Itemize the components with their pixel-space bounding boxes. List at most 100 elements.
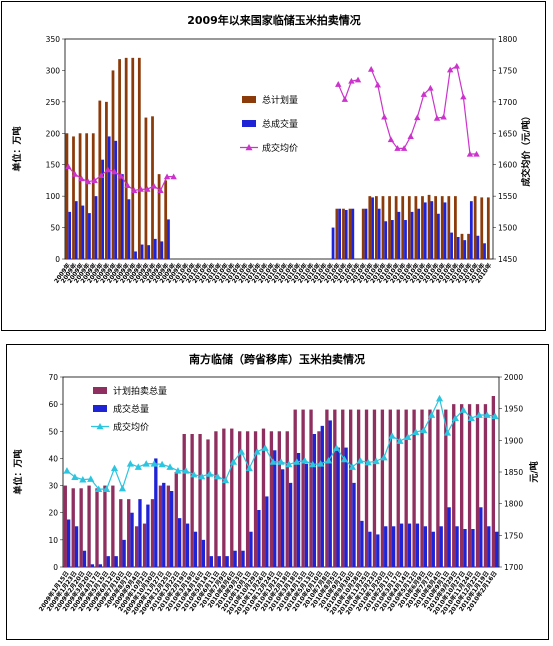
bar-deal: [410, 211, 414, 259]
bar-plan: [421, 196, 424, 259]
y-tick-label: 300: [46, 66, 61, 75]
bar-deal-total: [82, 550, 87, 567]
bar-deal-total: [170, 491, 174, 567]
y-tick-label: 60: [48, 400, 58, 409]
bar-deal: [338, 208, 342, 259]
price-point: [104, 166, 111, 173]
chart-svg-1: 2009年以来国家临储玉米拍卖情况 0 50 100 150 200 250 300 350 14…: [11, 13, 532, 285]
bar-deal: [463, 240, 467, 259]
legend-swatch: [93, 405, 107, 412]
y-tick-label: 10: [48, 536, 58, 545]
bar-plan: [414, 196, 418, 259]
price-point: [396, 437, 404, 444]
price-point: [473, 150, 480, 157]
legend-marker: [245, 144, 253, 151]
price-point: [364, 458, 372, 466]
bar-plan: [335, 208, 339, 259]
bar-plan-total: [277, 431, 281, 567]
price-point: [317, 460, 325, 467]
bar-plan-total: [444, 409, 448, 567]
y-tick-label: 0: [53, 563, 58, 572]
bar-deal: [437, 213, 440, 259]
bar-plan-total: [285, 431, 289, 567]
bar-deal-total: [273, 450, 277, 567]
y2-tick-label: 1550: [498, 192, 517, 201]
bar-plan: [144, 117, 148, 259]
bar-plan-total: [79, 488, 83, 567]
bar-deal: [88, 213, 91, 259]
bar-deal: [469, 201, 473, 259]
price-point: [414, 114, 421, 121]
bar-plan-total: [341, 409, 345, 567]
bar-plan-total: [95, 488, 99, 567]
bar-plan: [164, 180, 168, 259]
bar-deal: [443, 202, 447, 259]
bar-plan-total: [396, 409, 400, 567]
price-point: [332, 444, 341, 451]
y2-tick-label: 1800: [504, 500, 523, 509]
price-point: [65, 163, 72, 170]
price-point: [335, 81, 342, 87]
price-point: [166, 463, 174, 470]
bar-plan: [85, 133, 89, 259]
bar-deal: [397, 211, 401, 259]
price-point: [137, 186, 144, 192]
bar-deal-total: [201, 539, 206, 567]
bar-deal-total: [328, 420, 332, 567]
price-point: [150, 460, 158, 467]
bar-deal-total: [193, 531, 198, 567]
bar-deal-total: [399, 523, 404, 567]
price-point: [190, 470, 198, 478]
bar-deal: [417, 208, 421, 259]
bar-plan-total: [119, 499, 123, 567]
bar-plan: [381, 196, 385, 259]
price-point: [340, 455, 349, 463]
bar-plan: [105, 101, 108, 259]
bar-plan-total: [253, 431, 258, 567]
bar-deal: [450, 232, 453, 259]
bar-plan-total: [380, 409, 385, 567]
y-axis-label: 单位：万吨: [12, 449, 24, 494]
bar-deal-total: [407, 523, 412, 567]
bar-deal: [101, 159, 104, 259]
y2-axis-label: 成交均价（元/吨）: [520, 111, 532, 186]
bar-plan-total: [245, 431, 250, 567]
bar-deal-total: [249, 531, 253, 567]
price-point: [158, 460, 166, 468]
y-axis-label: 单位：万吨: [11, 126, 23, 171]
bar-plan: [434, 196, 438, 259]
bar-deal-total: [281, 469, 285, 567]
bar-plan-total: [388, 409, 392, 567]
price-point: [400, 145, 408, 151]
price-point: [412, 428, 420, 435]
price-point: [111, 168, 118, 175]
bar-deal: [134, 251, 137, 259]
chart-title: 2009年以来国家临储玉米拍卖情况: [187, 13, 361, 27]
bar-deal: [120, 174, 124, 259]
bar-plan: [401, 196, 405, 259]
price-point: [130, 187, 138, 194]
y2-tick-label: 1650: [498, 129, 517, 138]
price-point: [182, 467, 190, 474]
bar-deal: [390, 220, 394, 259]
price-point: [394, 145, 401, 151]
legend-label: 总计划量: [262, 94, 298, 106]
bar-plan-total: [222, 428, 226, 567]
price-point: [95, 485, 103, 492]
price-point: [387, 136, 395, 143]
bar-deal-total: [257, 510, 261, 567]
price-point: [245, 464, 253, 472]
bar-plan-total: [372, 409, 377, 567]
bar-deal-total: [312, 434, 317, 567]
bar-deal: [476, 235, 480, 259]
y-tick-label: 70: [48, 373, 58, 382]
price-point: [467, 414, 475, 422]
bar-deal-total: [114, 556, 118, 567]
price-point: [163, 173, 171, 180]
bar-plan-total: [103, 485, 107, 567]
bar-deal: [147, 245, 151, 259]
bar-plan-total: [269, 431, 274, 567]
chart-title: 南方临储（跨省移库）玉米拍卖情况: [189, 352, 365, 366]
bar-deal-total: [344, 447, 348, 567]
price-point: [354, 76, 362, 83]
